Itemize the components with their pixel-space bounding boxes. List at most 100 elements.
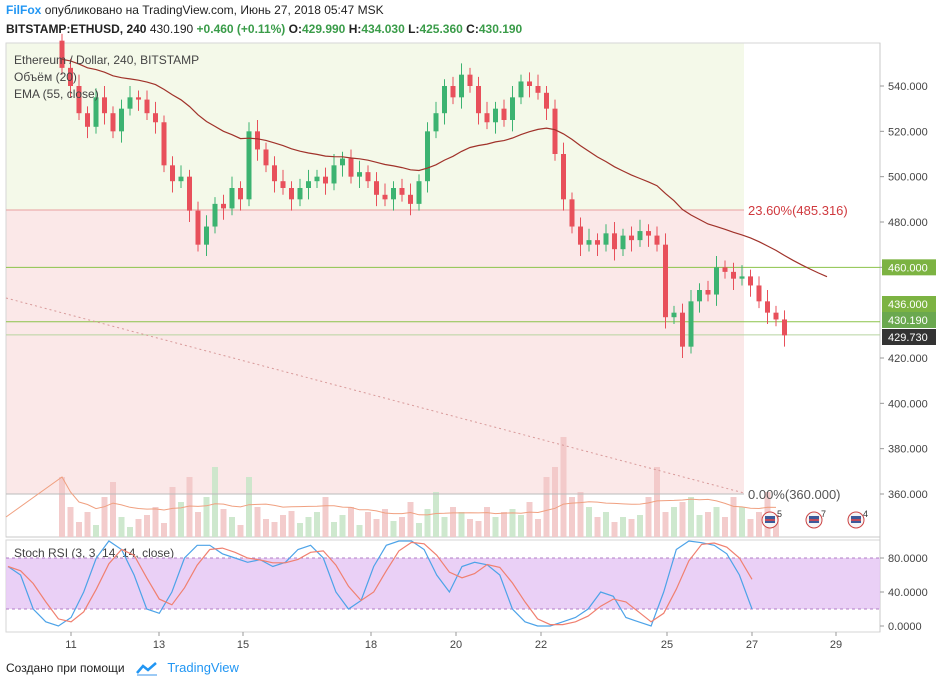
time-axis[interactable]: 11 13 15 18 20 22 25 27 29 [65, 632, 842, 651]
volume-bar [101, 497, 108, 537]
volume-bar [339, 515, 346, 537]
stoch-k-line [7, 540, 753, 627]
price-tick-label: 380.000 [888, 444, 928, 456]
price-axis[interactable]: 540.000 520.000 500.000 480.000 460.000 420.0… [880, 81, 928, 501]
candle-body [663, 244, 668, 318]
volume-bar [169, 487, 176, 537]
volume-bar [433, 492, 439, 537]
volume-bar [110, 482, 116, 537]
publish-text: опубликовано на TradingView.com, Июнь 27… [44, 3, 384, 17]
volume-bar [254, 507, 261, 537]
volume-ma-line [5, 476, 777, 518]
open-label: O: [288, 22, 302, 36]
trend-line[interactable] [5, 297, 745, 494]
candle-body [391, 188, 396, 200]
price-tick-label: 360.000 [888, 489, 928, 501]
candle-body [425, 131, 430, 182]
legend-ema: EMA (55, close) [14, 87, 99, 101]
candle-body [697, 290, 702, 302]
price-tick-label: 420.000 [888, 353, 928, 365]
volume-bar [271, 522, 278, 537]
volume-bar [186, 477, 193, 537]
volume-bar [688, 497, 694, 537]
last-price: 430.190 [149, 22, 194, 36]
price-labels: 460.000 436.000 430.190 429.730 [882, 259, 936, 345]
candle-body [578, 226, 583, 245]
candle-body [408, 194, 413, 204]
candle-body [680, 312, 685, 347]
candle-body [238, 188, 243, 200]
volume-bar [492, 517, 499, 537]
volume-bar [645, 497, 652, 537]
symbol-ohlc-line: BITSTAMP:ETHUSD, 240 430.190 +0.460 (+0.… [6, 22, 522, 36]
candle-body [765, 301, 770, 313]
candle-body [340, 158, 345, 166]
candle-body [93, 97, 99, 127]
volume-bar [152, 507, 159, 537]
time-tick-label: 13 [153, 639, 165, 651]
tradingview-logo-icon [136, 661, 157, 676]
volume-bar [76, 522, 82, 537]
volume-bar [577, 492, 584, 537]
event-badge-count: 5 [777, 509, 782, 519]
stoch-legend: Stoch RSI (3, 3, 14, 14, close) [14, 546, 174, 560]
price-tick-label: 540.000 [888, 81, 928, 93]
candle-body [467, 74, 473, 86]
candle-body [348, 158, 354, 177]
volume-bar [526, 502, 533, 537]
candle-body [552, 108, 558, 154]
volume-bar [229, 517, 235, 537]
candle-body [204, 226, 209, 245]
candle-body [127, 97, 133, 109]
candle-body [212, 203, 218, 227]
low-label: L: [408, 22, 420, 36]
candle-body [773, 312, 779, 320]
candle-body [221, 203, 226, 209]
volume-bar [195, 512, 201, 537]
candle-body [501, 108, 507, 120]
candle-body [442, 86, 447, 114]
symbol-name: BITSTAMP:ETHUSD, 240 [6, 22, 147, 36]
candle-body [255, 131, 260, 150]
volume-bar [730, 497, 737, 537]
event-badges[interactable]: 5 7 4 [761, 509, 868, 529]
candle-body [59, 40, 65, 68]
high-value: 434.030 [361, 22, 405, 36]
volume-bar [203, 497, 210, 537]
time-tick-label: 27 [746, 639, 758, 651]
candle-body [569, 199, 575, 227]
ema-line [61, 58, 828, 278]
volume-bar [220, 509, 227, 537]
price-label-bg [882, 259, 936, 276]
footer-tradingview-link[interactable]: TradingView [167, 660, 239, 675]
stoch-d-line [7, 541, 753, 626]
low-value: 425.360 [419, 22, 463, 36]
candle-body [314, 176, 320, 182]
volume-bar [416, 523, 422, 537]
price-label-bg [882, 329, 936, 345]
volume-bar [305, 517, 312, 537]
candle-body [518, 81, 524, 98]
author-name[interactable]: FilFox [6, 3, 42, 17]
candle-body [714, 267, 719, 295]
time-tick-label: 11 [65, 639, 76, 651]
volume-bar [552, 467, 558, 537]
fib-label-0: 0.00%(360.000) [748, 487, 841, 502]
time-tick-label: 15 [237, 639, 249, 651]
price-label-text: 430.190 [888, 315, 928, 327]
volume-bar [747, 519, 754, 537]
candle-body [272, 165, 277, 182]
candle-body [782, 319, 787, 336]
horizontal-levels [6, 209, 880, 495]
candle-body [119, 108, 124, 132]
candle-body [170, 165, 175, 182]
volume-bar [603, 512, 609, 537]
footer-created: Создано при помощи [6, 661, 125, 675]
candle-body [561, 154, 566, 200]
candle-body [654, 235, 660, 245]
stoch-tick-label: 40.0000 [888, 587, 928, 599]
candle-body [603, 233, 609, 245]
volume-bar [679, 502, 686, 537]
candle-body [306, 181, 311, 188]
